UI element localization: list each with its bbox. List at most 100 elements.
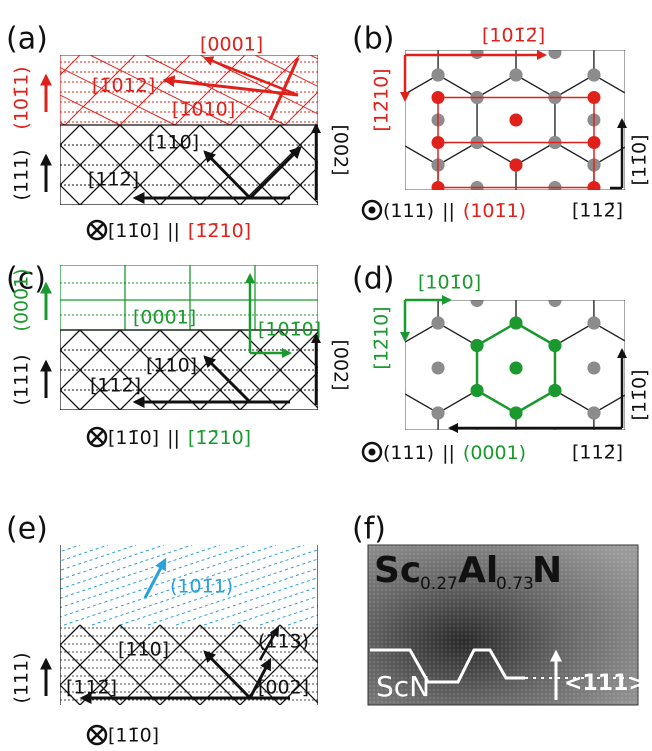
atom [315,204,328,217]
figure: (a) (101̄1) (111) [0001] [1̄012] [1̄010]… [0,0,652,751]
hexagon [555,210,633,300]
atom [354,227,367,240]
atom [393,136,406,149]
atom [432,69,445,82]
atom [626,271,639,284]
atom [510,69,523,82]
atom [393,519,406,532]
atom [276,204,289,217]
atom [315,226,328,239]
atom [354,159,367,172]
direction-label: [112̄] [572,442,623,464]
atom-red [432,181,445,194]
atom-green [548,384,561,397]
atom [393,384,406,397]
atom [276,452,289,465]
atom-green [471,339,484,352]
atom [315,226,328,239]
formula-element: Al [458,550,498,591]
atom [471,46,484,59]
atom [354,407,367,420]
direction-label: [002] [330,339,352,390]
atom [315,204,328,217]
atom [587,317,600,330]
atom [626,46,639,59]
atom-red [510,159,523,172]
atom [315,249,328,262]
hexagon [360,391,438,481]
atom [432,249,445,262]
normal-symbol [363,443,381,461]
atom [471,249,484,262]
atom [471,249,484,262]
hexagon [633,0,652,30]
atom [587,362,600,375]
atom [432,227,445,240]
panel-label: (b) [352,22,394,57]
hexagon [555,0,633,30]
atom [315,1,328,14]
atom [237,474,250,487]
atom [471,1,484,14]
panel-label: (e) [6,512,48,547]
panel-b: (b) [101̄2̄] [12̄10] [11̄0] (111)||(101̄… [352,22,651,222]
direction-label: [112̄] [88,169,139,191]
atom [548,1,561,14]
atom-green [471,384,484,397]
atom [626,474,639,487]
direction: [1̄2̄10] [188,427,251,449]
atom [626,429,639,442]
beam-symbol [88,726,106,744]
beam-symbol [88,221,106,239]
arrow [205,652,250,698]
atom-green [510,317,523,330]
direction-label: [1̄010] [172,99,235,121]
atom [393,384,406,397]
atom [626,474,639,487]
atom [471,1,484,14]
atom [276,249,289,262]
lattice-line [0,545,136,625]
atom [587,24,600,37]
atom [432,24,445,37]
plane-label: (101̄1) [11,66,33,129]
hexagon [282,8,360,98]
atom [315,429,328,442]
direction-label: [1̄012] [92,75,155,97]
atom [393,46,406,59]
atom [237,271,250,284]
atom [393,339,406,352]
direction-label: [11̄0] [629,134,651,185]
atom-red [588,181,601,194]
atom-green [510,407,523,420]
hexagon [438,391,516,481]
direction-label: [12̄10] [371,306,393,369]
arrow [250,148,300,198]
beam-label: [11̄0]||[1̄2̄10] [108,220,251,242]
plane: (0001) [463,442,526,464]
direction-label: [110] [148,132,199,154]
plane-label: (111) [11,354,33,405]
panel-d: (d) [101̄0] [12̄10] [11̄0] (111)||(0001)… [352,262,651,464]
atom [626,519,639,532]
atom [393,1,406,14]
atom [354,497,367,510]
atom [393,249,406,262]
atom [393,91,406,104]
atom [471,474,484,487]
atom [354,159,367,172]
atom [393,249,406,262]
plane-label: (101̄1) [170,576,233,598]
atom [237,519,250,532]
lattice-line [0,55,10,125]
direction: [11̄0] [108,427,159,449]
atom [393,249,406,262]
atom [237,249,250,262]
atom [276,24,289,37]
atom [626,1,639,14]
atom [432,317,445,330]
atom [237,1,250,14]
atom [393,429,406,442]
atom-red [588,91,601,104]
atom [548,249,561,262]
